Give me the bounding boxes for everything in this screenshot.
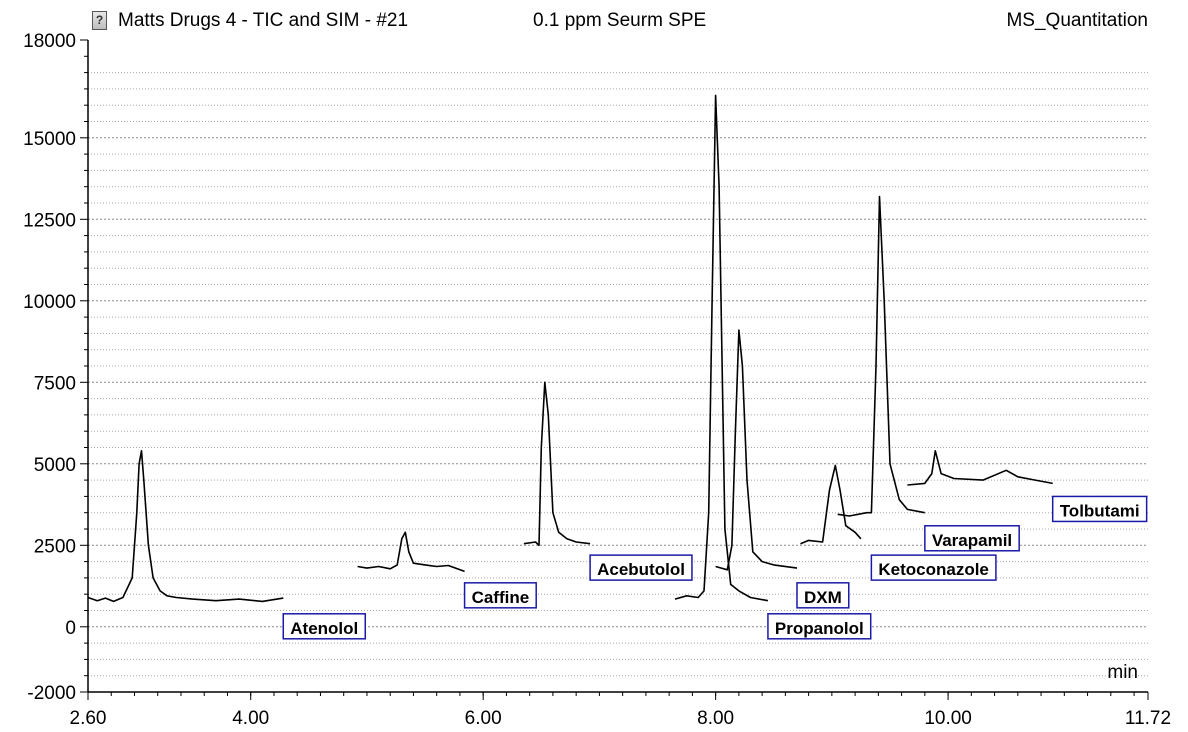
peak-label: Caffine <box>463 582 537 609</box>
y-tick-label: 15000 <box>23 129 76 150</box>
chart-title: Matts Drugs 4 - TIC and SIM - #21 <box>118 10 409 31</box>
x-tick-label: 4.00 <box>232 708 269 729</box>
method-name: MS_Quantitation <box>1006 10 1148 31</box>
x-tick-label: 6.00 <box>465 708 502 729</box>
peak-label: Tolbutami <box>1051 495 1148 523</box>
peak-label-box <box>767 613 872 640</box>
sample-name: 0.1 ppm Seurm SPE <box>533 10 707 31</box>
y-tick-label: 5000 <box>34 455 76 476</box>
trace-line <box>837 195 925 517</box>
peak-label-box <box>924 525 1020 552</box>
trace-line <box>674 94 769 602</box>
x-axis-label: min <box>1107 662 1138 683</box>
peak-label: DXM <box>796 582 850 609</box>
x-tick-label: 10.00 <box>924 708 972 729</box>
peak-label: Atenolol <box>282 613 367 640</box>
y-tick-label: 7500 <box>34 373 76 394</box>
trace-line <box>800 464 862 545</box>
peak-label-box <box>463 582 537 609</box>
trace-line <box>357 531 465 573</box>
document-icon[interactable]: ? <box>92 11 107 30</box>
y-tick-label: 0 <box>65 618 76 639</box>
peak-label-text: Tolbutami <box>1060 501 1140 520</box>
peak-label: Propanolol <box>767 613 872 640</box>
peak-label-text: Acebutolol <box>597 560 685 579</box>
y-tick-label: 18000 <box>23 31 76 52</box>
peak-label-box <box>589 554 693 581</box>
peak-label-text: Atenolol <box>290 619 358 638</box>
y-tick-label: -2000 <box>27 683 76 704</box>
x-tick-label: 11.72 <box>1125 708 1171 729</box>
peak-label: Acebutolol <box>589 554 693 581</box>
trace-line <box>523 381 591 547</box>
peak-label-box <box>282 613 367 640</box>
peak-label-text: Varapamil <box>932 531 1012 550</box>
peak-label-box <box>796 582 850 609</box>
peak-label: Varapamil <box>924 525 1020 552</box>
y-tick-label: 10000 <box>23 292 76 313</box>
trace-line <box>87 449 284 603</box>
peak-label-text: Propanolol <box>775 619 864 638</box>
peak-label-text: DXM <box>804 588 842 607</box>
peak-label-box <box>870 554 997 581</box>
y-tick-label: 12500 <box>23 210 76 231</box>
x-tick-label: 2.60 <box>70 708 107 729</box>
y-tick-label: 2500 <box>34 536 76 557</box>
trace-line <box>907 449 1053 486</box>
peak-label: Ketoconazole <box>870 554 997 581</box>
peak-label-text: Ketoconazole <box>878 560 989 579</box>
peak-label-box <box>1051 495 1148 523</box>
x-tick-label: 8.00 <box>697 708 734 729</box>
peak-label-text: Caffine <box>472 588 530 607</box>
trace-line <box>715 329 798 571</box>
